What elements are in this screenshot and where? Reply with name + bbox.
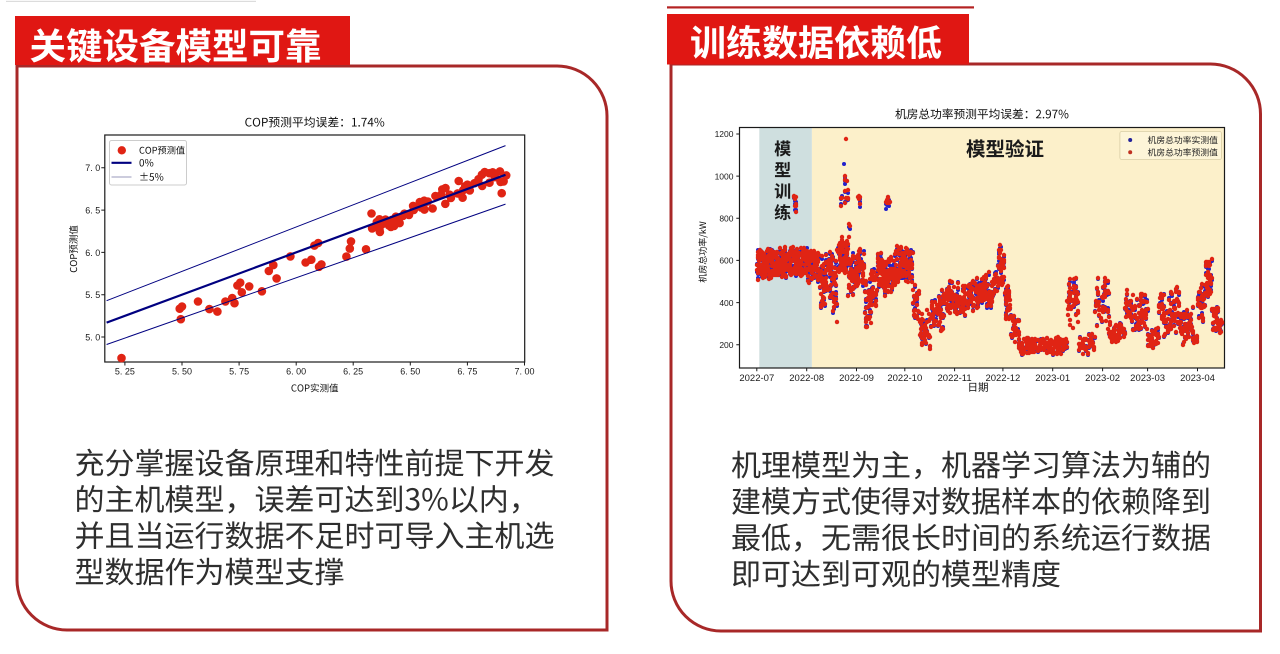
svg-text:2022-12: 2022-12 bbox=[985, 373, 1020, 384]
svg-text:5. 5: 5. 5 bbox=[85, 290, 100, 300]
svg-text:6. 0: 6. 0 bbox=[85, 248, 100, 258]
svg-text:2022-11: 2022-11 bbox=[938, 373, 972, 384]
svg-text:200: 200 bbox=[719, 340, 733, 350]
svg-text:6. 25: 6. 25 bbox=[343, 367, 363, 377]
svg-text:6. 75: 6. 75 bbox=[457, 367, 477, 377]
svg-text:7. 00: 7. 00 bbox=[514, 367, 534, 377]
svg-text:800: 800 bbox=[719, 214, 733, 224]
svg-text:2022-09: 2022-09 bbox=[839, 373, 874, 384]
svg-text:2023-01: 2023-01 bbox=[1035, 373, 1070, 384]
svg-text:2023-04: 2023-04 bbox=[1180, 373, 1215, 384]
svg-text:7. 0: 7. 0 bbox=[85, 163, 100, 173]
svg-text:2022-10: 2022-10 bbox=[887, 373, 922, 384]
svg-text:400: 400 bbox=[719, 298, 733, 308]
svg-text:2023-02: 2023-02 bbox=[1085, 373, 1120, 384]
svg-text:5. 0: 5. 0 bbox=[85, 332, 100, 342]
svg-text:6. 50: 6. 50 bbox=[400, 367, 420, 377]
svg-text:5. 25: 5. 25 bbox=[115, 367, 135, 377]
svg-text:5. 75: 5. 75 bbox=[229, 367, 249, 377]
svg-text:5. 50: 5. 50 bbox=[172, 367, 192, 377]
svg-text:2023-03: 2023-03 bbox=[1130, 373, 1165, 384]
svg-text:1000: 1000 bbox=[715, 171, 734, 181]
svg-text:6. 5: 6. 5 bbox=[85, 206, 100, 216]
svg-text:600: 600 bbox=[719, 256, 733, 266]
svg-text:6. 00: 6. 00 bbox=[286, 367, 306, 377]
svg-text:2022-08: 2022-08 bbox=[789, 373, 824, 384]
svg-text:2022-07: 2022-07 bbox=[739, 373, 774, 384]
svg-text:1200: 1200 bbox=[715, 129, 734, 139]
